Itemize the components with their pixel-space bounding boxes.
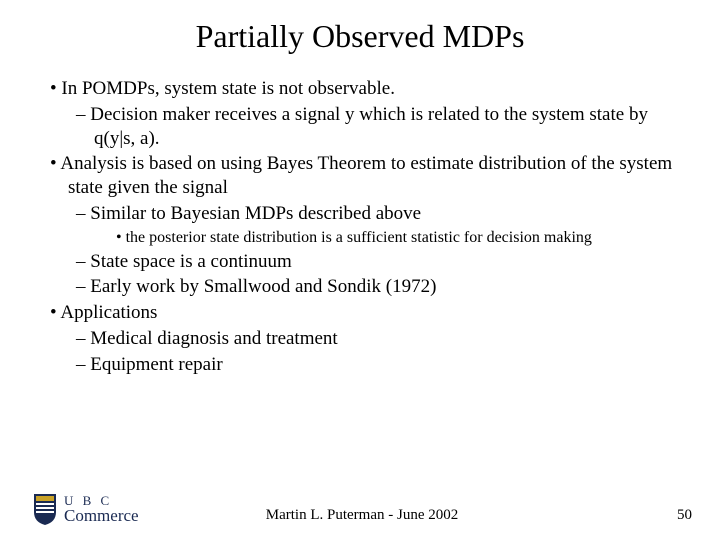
bullet-item: Applications [50,301,680,325]
slide-body: In POMDPs, system state is not observabl… [40,77,680,376]
bullet-item: Similar to Bayesian MDPs described above [76,202,680,226]
slide-title: Partially Observed MDPs [40,18,680,55]
bullet-item: Equipment repair [76,353,680,377]
page-number: 50 [677,507,692,524]
footer-author: Martin L. Puterman - June 2002 [32,507,692,524]
bullet-item: Medical diagnosis and treatment [76,327,680,351]
bullet-item: Decision maker receives a signal y which… [76,103,680,151]
bullet-item: In POMDPs, system state is not observabl… [50,77,680,101]
bullet-list: In POMDPs, system state is not observabl… [50,77,680,376]
bullet-item: State space is a continuum [76,250,680,274]
footer: U B C Commerce Martin L. Puterman - June… [32,486,692,526]
bullet-item: Early work by Smallwood and Sondik (1972… [76,275,680,299]
bullet-item: Analysis is based on using Bayes Theorem… [50,152,680,200]
bullet-item: the posterior state distribution is a su… [116,228,680,248]
slide: Partially Observed MDPs In POMDPs, syste… [0,0,720,540]
